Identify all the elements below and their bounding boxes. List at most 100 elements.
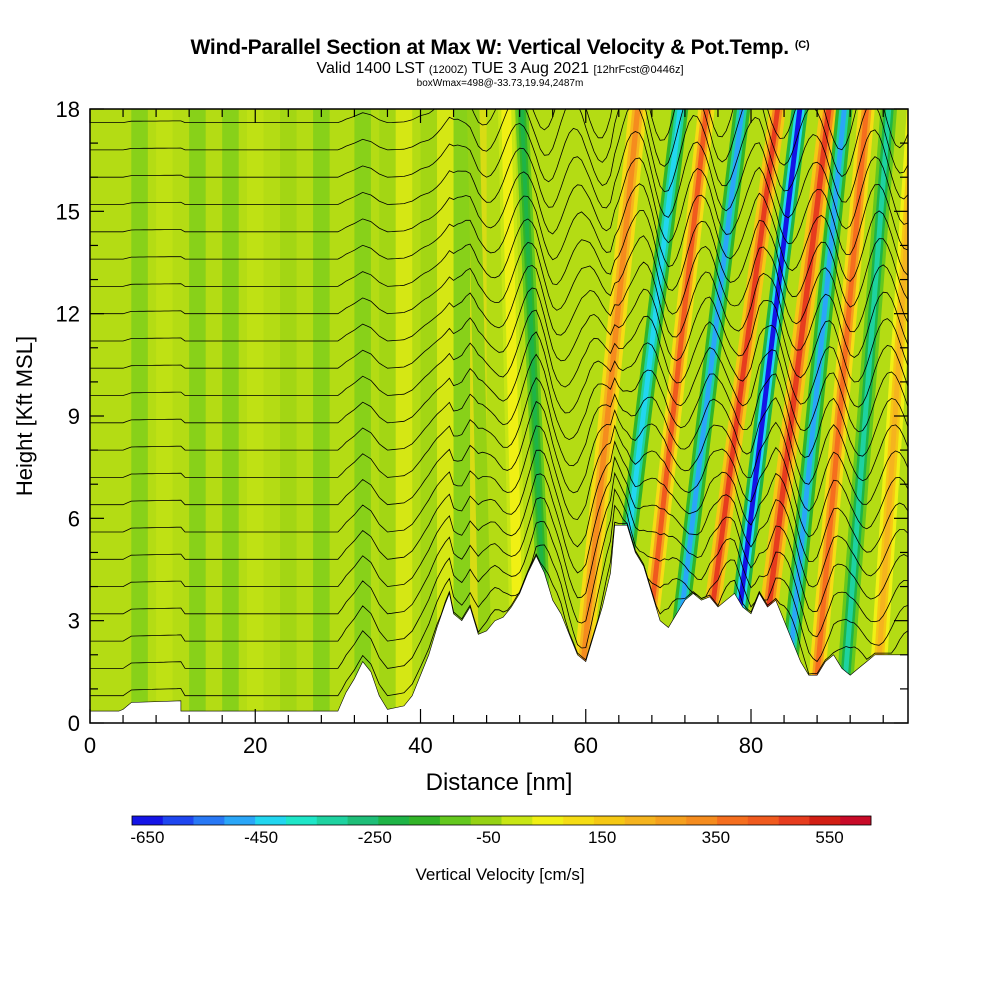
x-tick-label-80: 80 bbox=[739, 733, 763, 758]
colorbar-tick-label-6: 550 bbox=[815, 828, 843, 847]
colorbar-tick-label-3: -50 bbox=[476, 828, 501, 847]
colorbar-swatch-8 bbox=[378, 816, 410, 825]
colorbar-swatch-5 bbox=[285, 816, 318, 825]
theta-contour-21 bbox=[90, 109, 908, 151]
colorbar-swatch-16 bbox=[624, 816, 656, 825]
colorbar-swatch-20 bbox=[747, 816, 779, 825]
wave-band-6-level-2 bbox=[665, 109, 745, 723]
colorbar-swatch-17 bbox=[655, 816, 687, 825]
colorbar-tick-label-4: 150 bbox=[588, 828, 616, 847]
x-tick-label-20: 20 bbox=[243, 733, 267, 758]
wave-band-12-level-2 bbox=[839, 109, 892, 723]
theta-contour-17 bbox=[90, 157, 908, 255]
theta-contour-5 bbox=[90, 440, 908, 563]
pot-temp-contours bbox=[90, 109, 908, 697]
colorbar-swatch-4 bbox=[255, 816, 287, 825]
y-tick-label-18: 18 bbox=[56, 97, 80, 122]
theta-contour-15 bbox=[90, 210, 908, 308]
copyright-mark: (C) bbox=[794, 39, 810, 51]
wave-band-13-level-1 bbox=[869, 141, 908, 723]
y-tick-label-9: 9 bbox=[68, 404, 80, 429]
weak-band-8 bbox=[379, 109, 396, 723]
theta-contour-12 bbox=[90, 287, 908, 383]
colorbar-swatch-13 bbox=[532, 816, 564, 825]
theta-contour-7 bbox=[90, 400, 908, 512]
wave-band-0-level-2 bbox=[471, 109, 489, 723]
weak-band-4 bbox=[246, 109, 264, 723]
colorbar-tick-label-2: -250 bbox=[358, 828, 392, 847]
y-tick-label-12: 12 bbox=[56, 302, 80, 327]
wave-band-5-level-2 bbox=[636, 109, 709, 723]
theta-contour-14 bbox=[90, 235, 908, 333]
weak-band-6 bbox=[313, 109, 330, 723]
colorbar-swatch-21 bbox=[778, 816, 810, 825]
wave-band-13-level-0 bbox=[866, 109, 908, 723]
x-tick-label-40: 40 bbox=[408, 733, 432, 758]
colorbar-swatch-0 bbox=[132, 816, 164, 825]
theta-contour-18 bbox=[90, 131, 908, 230]
forecast-run: [12hrFcst@0446z] bbox=[593, 64, 684, 76]
colorbar-swatch-11 bbox=[470, 816, 502, 825]
weak-band-3 bbox=[222, 109, 239, 723]
theta-contour-8 bbox=[90, 377, 908, 485]
theta-contour-16 bbox=[90, 183, 908, 282]
y-tick-label-3: 3 bbox=[68, 609, 80, 634]
y-tick-label-15: 15 bbox=[56, 199, 80, 224]
terrain-mask bbox=[90, 524, 908, 723]
theta-contour-1 bbox=[90, 504, 908, 669]
colorbar-swatch-1 bbox=[162, 816, 194, 825]
colorbar-swatch-14 bbox=[563, 816, 595, 825]
weak-band-0 bbox=[131, 109, 148, 723]
colorbar-swatch-3 bbox=[224, 816, 256, 825]
theta-contour-2 bbox=[90, 488, 908, 642]
wave-band-9-level-2 bbox=[752, 109, 832, 723]
x-tick-label-60: 60 bbox=[574, 733, 598, 758]
colorbar-swatch-2 bbox=[193, 816, 225, 825]
colorbar-swatch-9 bbox=[409, 816, 441, 825]
colorbar-swatch-18 bbox=[686, 816, 718, 825]
theta-contour-20 bbox=[90, 109, 908, 178]
theta-contour-13 bbox=[90, 261, 908, 358]
weak-band-10 bbox=[420, 109, 438, 723]
colorbar-tick-label-5: 350 bbox=[702, 828, 730, 847]
x-axis-label: Distance [nm] bbox=[426, 769, 573, 796]
colorbar: -650 -450 -250 -50 150 350 550 bbox=[130, 815, 872, 847]
colorbar-swatch-22 bbox=[809, 816, 841, 825]
wave-band-11-level-2 bbox=[810, 109, 870, 723]
box-wmax-line: boxWmax=498@-33.73,19.94,2487m bbox=[416, 78, 584, 89]
theta-contour-4 bbox=[90, 455, 908, 588]
colorbar-swatch-7 bbox=[347, 816, 379, 825]
title-text: Wind-Parallel Section at Max W: Vertical… bbox=[190, 36, 790, 59]
theta-contour-9 bbox=[90, 353, 908, 458]
theta-contour-3 bbox=[90, 471, 908, 615]
theta-contour-6 bbox=[90, 424, 908, 538]
y-axis: 0 3 6 9 12 15 18 bbox=[56, 97, 908, 736]
forecast-date: TUE 3 Aug 2021 bbox=[471, 60, 589, 77]
colorbar-swatch-19 bbox=[717, 816, 749, 825]
chart-title: Wind-Parallel Section at Max W: Vertical… bbox=[0, 36, 1000, 60]
weak-band-5 bbox=[280, 109, 297, 723]
colorbar-swatch-6 bbox=[316, 816, 348, 825]
wave-band-7-level-2 bbox=[694, 109, 781, 723]
colorbar-swatch-10 bbox=[439, 816, 472, 825]
theta-contour-10 bbox=[90, 331, 908, 433]
weak-band-11 bbox=[437, 109, 454, 723]
plot-area bbox=[90, 109, 908, 723]
colorbar-label: Vertical Velocity [cm/s] bbox=[415, 865, 584, 884]
x-tick-label-0: 0 bbox=[84, 733, 96, 758]
theta-contour-11 bbox=[90, 309, 908, 408]
weak-band-1 bbox=[156, 109, 173, 723]
y-axis-label: Height [Kft MSL] bbox=[12, 336, 37, 496]
theta-contour-0 bbox=[90, 521, 908, 697]
x-axis: 0 20 40 60 80 bbox=[84, 109, 884, 758]
wave-band-10-level-2 bbox=[781, 109, 847, 723]
chart-subtitle: Valid 1400 LST (1200Z) TUE 3 Aug 2021 [1… bbox=[0, 60, 1000, 78]
wave-band-13-level-2 bbox=[872, 179, 908, 723]
colorbar-tick-label-1: -450 bbox=[244, 828, 278, 847]
utc-time: (1200Z) bbox=[428, 64, 468, 76]
weak-band-2 bbox=[189, 109, 206, 723]
y-tick-label-6: 6 bbox=[68, 506, 80, 531]
colorbar-tick-label-0: -650 bbox=[130, 828, 164, 847]
y-tick-label-0: 0 bbox=[68, 711, 80, 736]
